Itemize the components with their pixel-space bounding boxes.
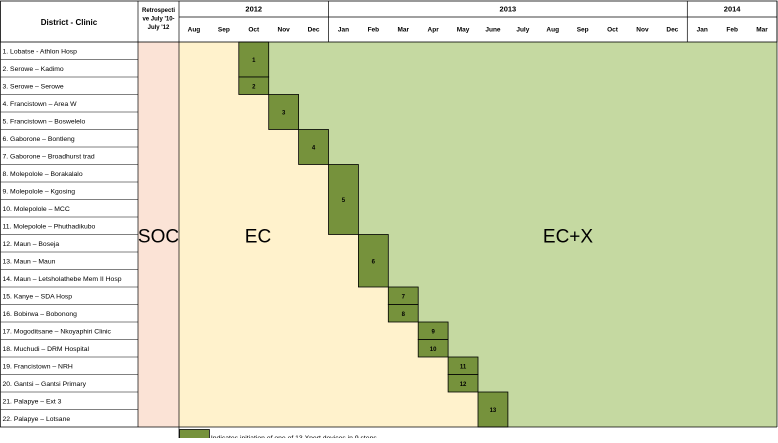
district-column-header: District - Clinic <box>41 18 98 27</box>
month-label: Jan <box>338 27 349 34</box>
month-label: Mar <box>756 27 768 34</box>
month-label: Nov <box>636 27 649 34</box>
step-label-3: 3 <box>282 111 286 117</box>
retro-column-header: Retrospecti <box>142 8 175 14</box>
clinic-name: 14. Maun – Letsholathebe Mem II Hosp <box>3 276 122 283</box>
step-label-1: 1 <box>252 58 256 64</box>
clinic-name: 3. Serowe – Serowe <box>3 83 64 90</box>
clinic-name: 17. Mogoditsane – Nkoyaphiri Clinic <box>3 328 112 335</box>
year-label-2013: 2013 <box>500 5 517 14</box>
step-label-4: 4 <box>312 146 316 152</box>
step-label-9: 9 <box>431 329 435 335</box>
step-label-8: 8 <box>402 312 406 318</box>
ecx-background <box>268 42 777 427</box>
month-label: July <box>516 27 529 34</box>
phase-label-ec: EC <box>245 227 271 248</box>
clinic-name: 11. Molepolole – Phuthadikubo <box>3 223 96 230</box>
step-box-4 <box>298 129 329 165</box>
step-label-11: 11 <box>460 364 467 370</box>
phase-label-soc: SOC <box>138 227 179 248</box>
step-box-13 <box>477 391 509 428</box>
retro-column-header: July '12 <box>148 25 170 31</box>
legend-swatch <box>179 429 210 443</box>
step-box-6 <box>357 234 389 288</box>
step-box-10 <box>417 339 449 358</box>
step-label-13: 13 <box>490 408 497 414</box>
clinic-name: 19. Francistown – NRH <box>3 363 73 370</box>
clinic-name: 4. Francistown – Area W <box>3 101 78 108</box>
clinic-name: 7. Gaborone – Broadhurst trad <box>3 153 95 160</box>
clinic-name: 16. Bobirwa – Bobonong <box>3 311 78 318</box>
month-label: Jan <box>697 27 708 34</box>
step-label-7: 7 <box>402 294 406 300</box>
step-label-2: 2 <box>252 84 256 90</box>
clinic-name: 6. Gaborone – Bontleng <box>3 136 75 143</box>
month-label: Sep <box>218 27 230 34</box>
clinic-name: 21. Palapye – Ext 3 <box>3 398 62 405</box>
clinic-name: 20. Gantsi – Gantsi Primary <box>3 381 87 388</box>
step-box-3 <box>268 94 300 130</box>
year-label-2012: 2012 <box>245 5 262 14</box>
month-label: Feb <box>726 27 738 34</box>
year-label-2014: 2014 <box>724 5 742 14</box>
month-label: Aug <box>188 27 201 34</box>
month-label: May <box>457 27 470 34</box>
month-label: Sep <box>577 27 589 34</box>
month-label: Dec <box>308 27 320 34</box>
step-label-5: 5 <box>342 198 346 204</box>
clinic-name: 10. Molepolole – MCC <box>3 206 70 213</box>
step-label-6: 6 <box>372 259 376 265</box>
retro-column-header: ve July '10- <box>142 17 174 23</box>
month-label: Dec <box>666 27 678 34</box>
month-label: June <box>485 27 501 34</box>
month-label: Mar <box>397 27 409 34</box>
step-box-2 <box>238 76 270 95</box>
month-label: Aug <box>546 27 559 34</box>
clinic-name: 1. Lobatse - Athlon Hosp <box>3 48 78 55</box>
step-box-5 <box>328 164 359 235</box>
clinic-name: 12. Maun – Boseja <box>3 241 60 248</box>
month-label: Oct <box>607 27 619 34</box>
month-label: Feb <box>368 27 380 34</box>
step-label-10: 10 <box>430 347 437 353</box>
soc-background <box>138 42 179 427</box>
clinic-name: 9. Molepolole – Kgosing <box>3 188 76 195</box>
clinic-name: 18. Muchudi – DRM Hospital <box>3 346 90 353</box>
clinic-name: 5. Francistown – Boswelelo <box>3 118 86 125</box>
step-label-12: 12 <box>460 382 467 388</box>
step-box-12 <box>447 374 479 393</box>
header-border <box>0 0 778 43</box>
phase-label-ecx: EC+X <box>543 227 593 248</box>
month-label: Oct <box>248 27 260 34</box>
clinic-name: 22. Palapye – Lotsane <box>3 416 71 423</box>
clinic-name: 13. Maun – Maun <box>3 258 56 265</box>
month-label: Nov <box>278 27 291 34</box>
month-label: Apr <box>428 27 440 34</box>
clinic-name: 15. Kanye – SDA Hosp <box>3 293 73 300</box>
step-box-8 <box>387 304 419 323</box>
clinic-name: 8. Molepolole – Borakalalo <box>3 171 83 178</box>
clinic-name: 2. Serowe – Kadimo <box>3 66 64 73</box>
